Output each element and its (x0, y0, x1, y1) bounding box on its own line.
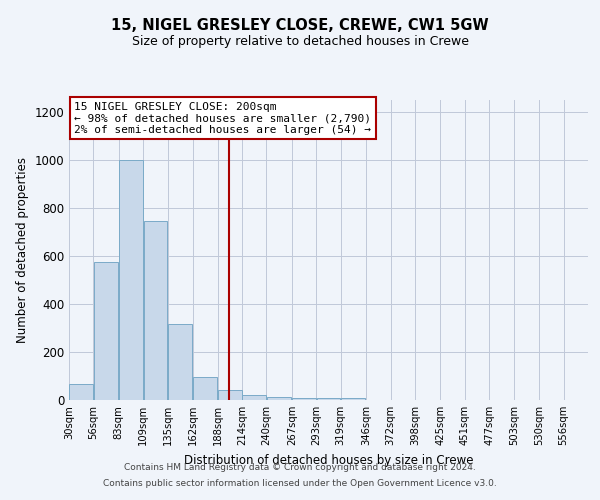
Bar (143, 221, 167, 400)
Bar (94, 262, 118, 400)
Bar (70, 384, 93, 400)
Bar (292, 398, 316, 400)
Bar (119, 160, 143, 400)
Bar (341, 398, 365, 400)
X-axis label: Distribution of detached houses by size in Crewe: Distribution of detached houses by size … (184, 454, 473, 466)
Bar (242, 394, 266, 400)
Text: Contains public sector information licensed under the Open Government Licence v3: Contains public sector information licen… (103, 478, 497, 488)
Bar (267, 397, 290, 400)
Text: Size of property relative to detached houses in Crewe: Size of property relative to detached ho… (131, 35, 469, 48)
Bar (193, 377, 217, 400)
Y-axis label: Number of detached properties: Number of detached properties (16, 157, 29, 343)
Text: 15 NIGEL GRESLEY CLOSE: 200sqm
← 98% of detached houses are smaller (2,790)
2% o: 15 NIGEL GRESLEY CLOSE: 200sqm ← 98% of … (74, 102, 371, 134)
Bar (218, 390, 242, 400)
Text: 15, NIGEL GRESLEY CLOSE, CREWE, CW1 5GW: 15, NIGEL GRESLEY CLOSE, CREWE, CW1 5GW (111, 18, 489, 32)
Bar (317, 398, 340, 400)
Text: Contains HM Land Registry data © Crown copyright and database right 2024.: Contains HM Land Registry data © Crown c… (124, 464, 476, 472)
Bar (168, 324, 192, 400)
